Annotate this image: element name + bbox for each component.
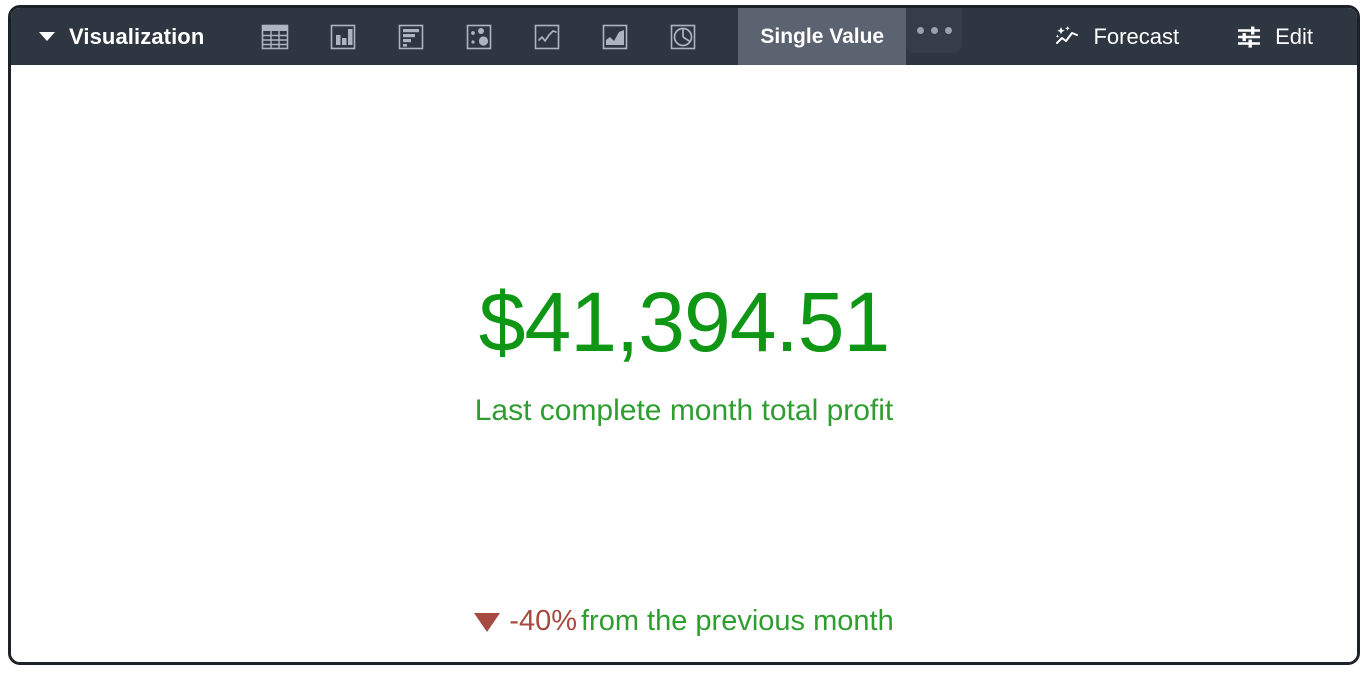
edit-button[interactable]: Edit [1231,8,1317,65]
more-dot-2 [930,27,938,34]
tab-single-value[interactable]: Single Value [738,8,907,65]
line-chart-icon-svg [535,24,560,49]
column-chart-icon[interactable] [328,22,358,52]
toolbar-spacer [962,8,1049,65]
table-chart-icon-svg [262,24,289,49]
visualization-menu-label: Visualization [69,23,205,49]
more-dot-1 [916,27,924,34]
visualization-window: Visualization [8,5,1360,665]
area-chart-icon[interactable] [600,22,630,52]
single-value-visualization-panel: $41,394.51 Last complete month total pro… [11,65,1357,662]
scatter-chart-icon-svg [467,24,492,49]
forecast-label: Forecast [1093,23,1180,49]
scatter-chart-icon[interactable] [464,22,494,52]
column-chart-icon-svg [331,24,356,49]
single-value-block: $41,394.51 Last complete month total pro… [11,280,1357,428]
visualization-menu-button[interactable]: Visualization [11,8,216,65]
triangle-down-icon [474,613,501,632]
more-dot-3 [944,27,952,34]
tab-single-value-label: Single Value [760,24,885,48]
single-value-caption: Last complete month total profit [474,394,894,427]
area-chart-icon-svg [603,24,628,49]
bar-chart-icon-svg [399,24,424,49]
table-chart-icon[interactable] [260,22,290,52]
visualization-toolbar: Visualization [11,8,1357,65]
single-value-number: $41,394.51 [478,275,890,369]
caret-down-icon [39,32,55,41]
sparkle-trend-icon [1056,25,1079,44]
comparison-text: from the previous month [581,605,894,637]
edit-label: Edit [1275,23,1313,49]
pie-chart-icon[interactable] [668,22,698,52]
chart-type-icon-strip [260,8,698,65]
comparison-row: -40% from the previous month [11,605,1357,638]
comparison-delta: -40% [509,605,577,637]
forecast-button[interactable]: Forecast [1049,8,1183,65]
more-options-button[interactable] [906,8,963,53]
line-chart-icon[interactable] [532,22,562,52]
bar-chart-icon[interactable] [396,22,426,52]
sliders-icon [1238,26,1261,48]
pie-chart-icon-svg [671,24,696,49]
